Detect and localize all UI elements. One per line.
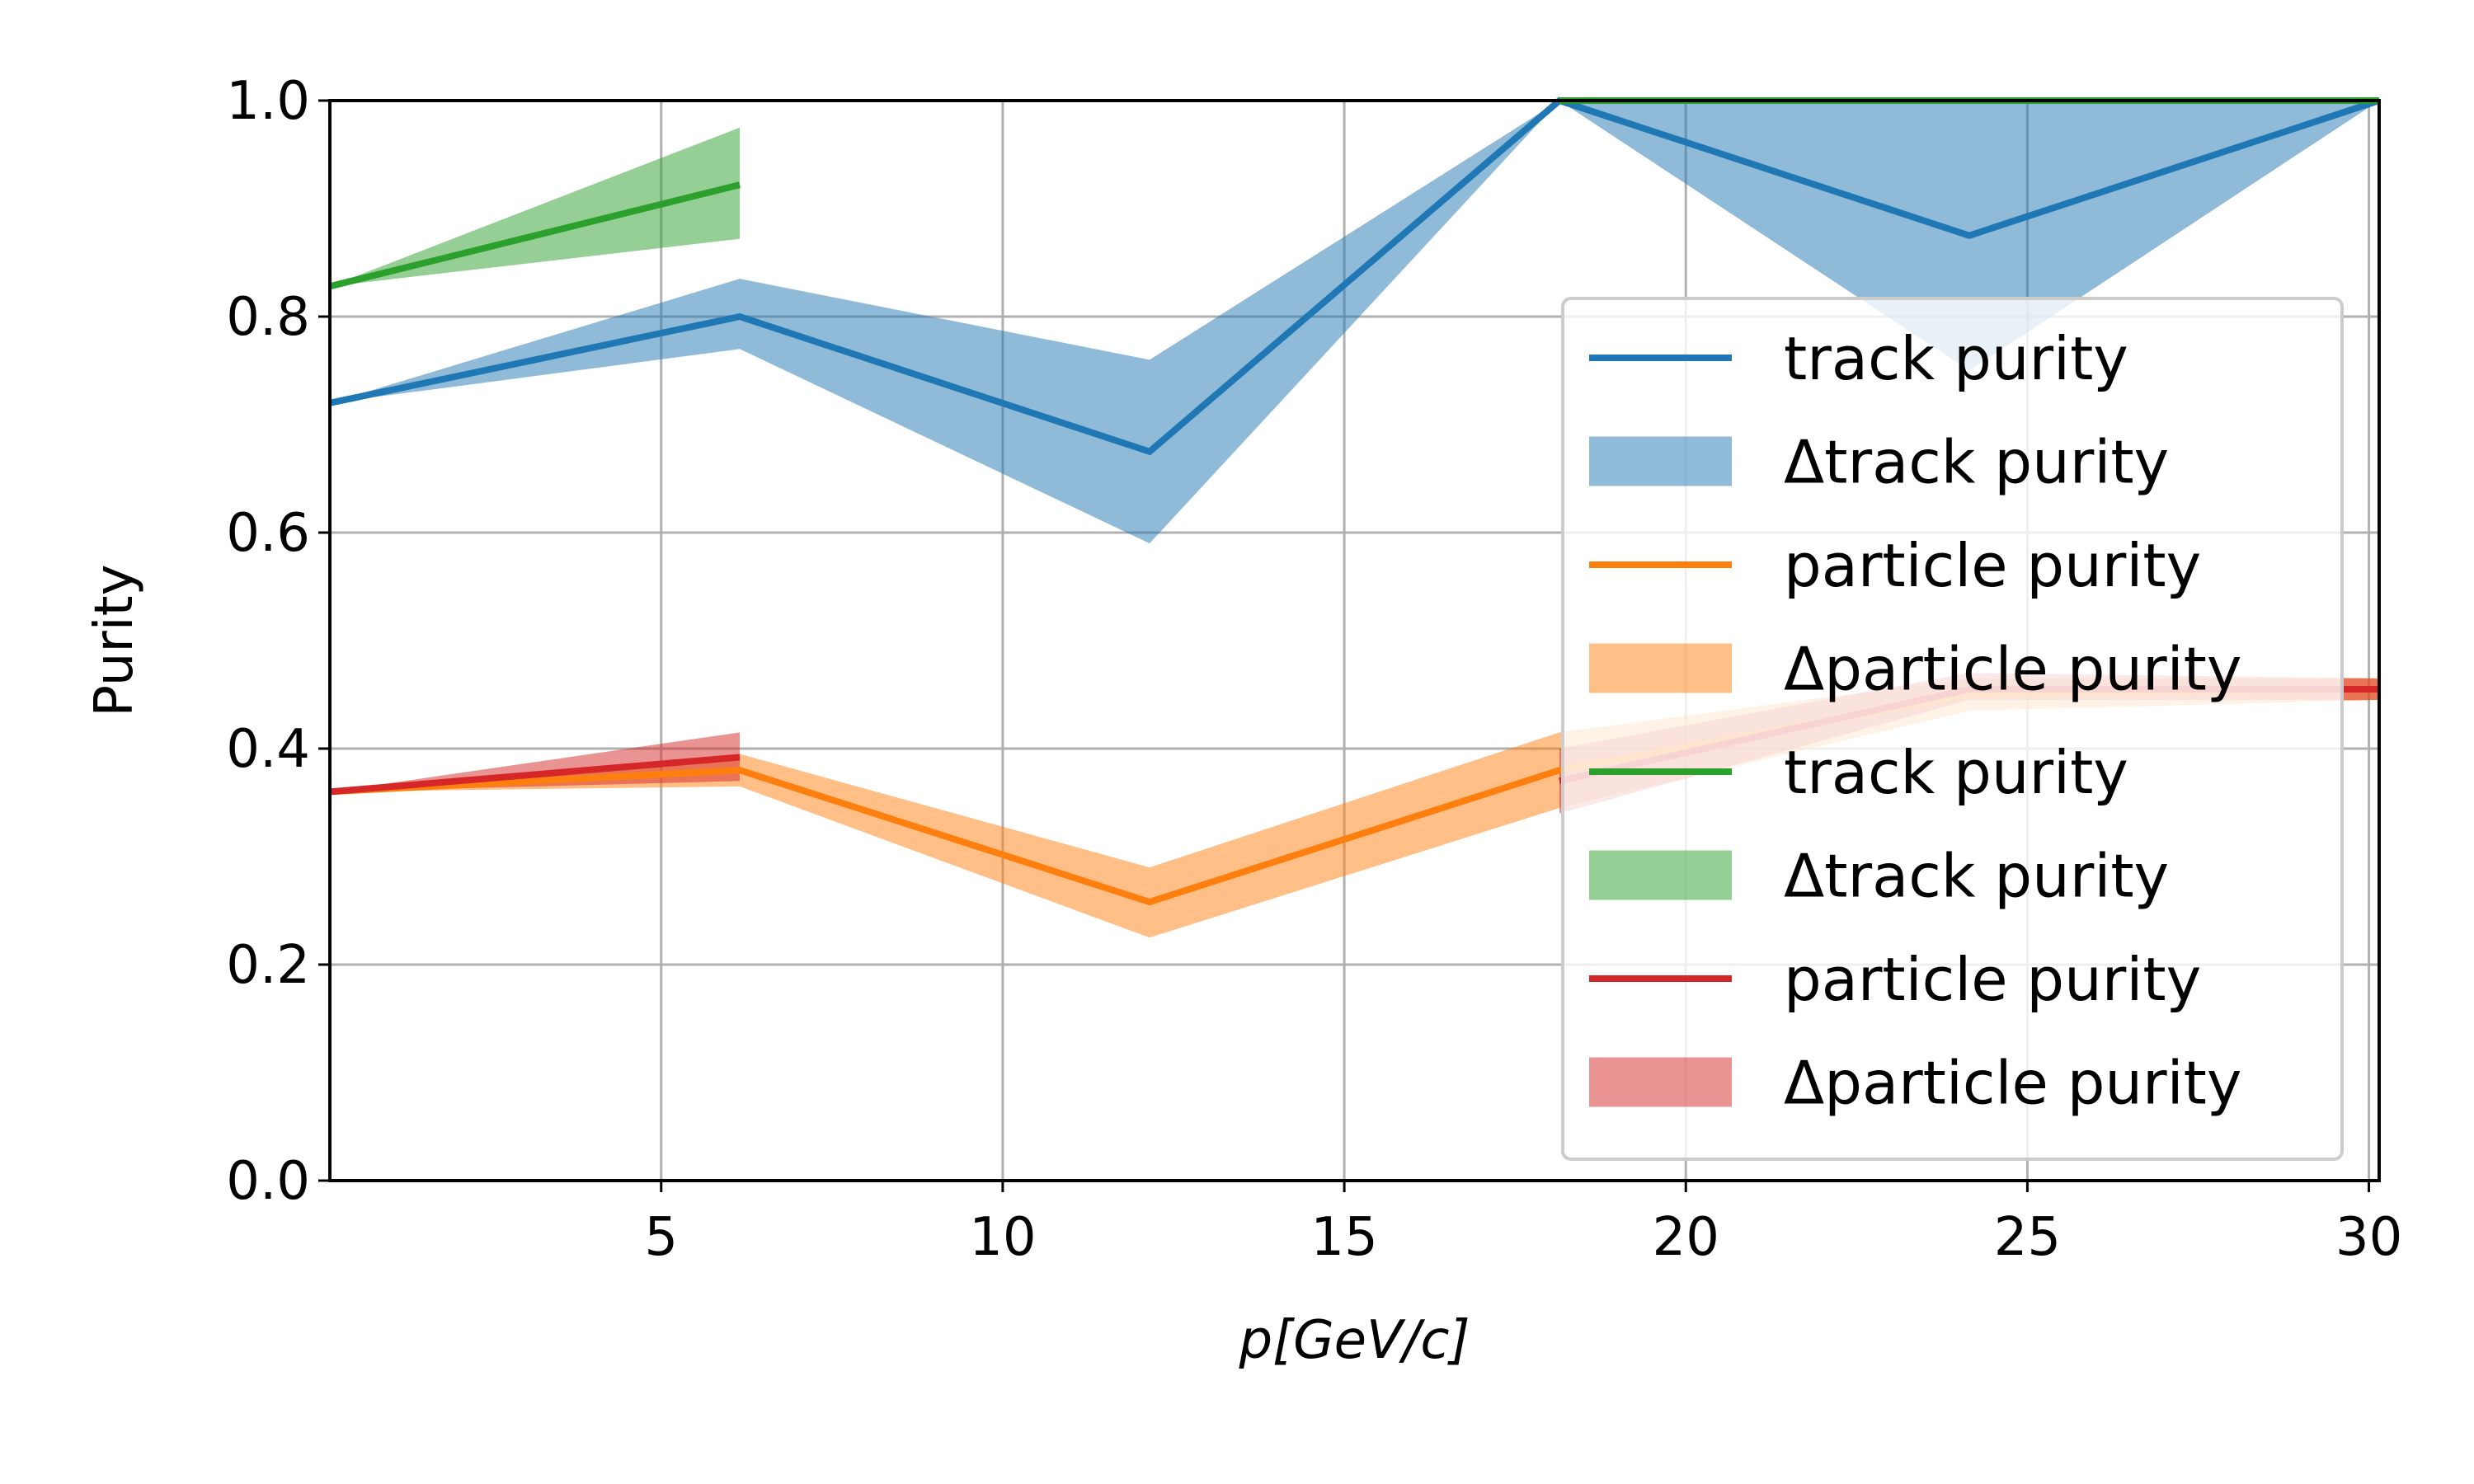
y-tick-label: 0.2: [226, 935, 310, 996]
legend-label: particle purity: [1784, 945, 2201, 1014]
y-axis-label: Purity: [84, 564, 145, 716]
y-tick-label: 1.0: [226, 71, 310, 132]
series-line-2: [329, 181, 741, 290]
x-tick-label: 15: [1310, 1207, 1377, 1268]
legend-label: particle purity: [1784, 531, 2201, 600]
legend-label: Δparticle purity: [1784, 635, 2241, 704]
legend-band-swatch: [1589, 436, 1732, 486]
series-line-3: [329, 754, 741, 796]
y-tick-label: 0.4: [226, 719, 310, 780]
legend-band-swatch: [1589, 1057, 1732, 1107]
axis-ticks: 5 10 15 20 25 30 0.0 0.2 0.4 0.6 0.8 1.0: [226, 71, 2402, 1268]
series-line-0: [329, 96, 2381, 456]
band-0: [330, 101, 2379, 544]
x-axis-label: p[GeV/c]: [1238, 1310, 1470, 1371]
legend-label: Δtrack purity: [1784, 428, 2169, 497]
x-tick-label: 30: [2335, 1207, 2402, 1268]
x-tick-label: 25: [1994, 1207, 2061, 1268]
legend-box: [1561, 297, 2344, 1161]
y-tick-label: 0.0: [226, 1151, 310, 1212]
legend-band-swatch: [1589, 643, 1732, 693]
y-tick-label: 0.6: [226, 503, 310, 564]
x-tick-label: 20: [1653, 1207, 1719, 1268]
legend-label: Δtrack purity: [1784, 842, 2169, 911]
legend: track purity Δtrack purity particle purity…: [1561, 297, 2344, 1161]
band-2: [330, 127, 740, 287]
x-tick-label: 10: [969, 1207, 1036, 1268]
band-1: [330, 678, 2379, 938]
legend-items: track purity Δtrack purity particle purity…: [1589, 324, 2241, 1118]
legend-label: track purity: [1784, 738, 2128, 807]
y-tick-label: 0.8: [226, 287, 310, 348]
x-tick-label: 5: [644, 1207, 678, 1268]
legend-label: Δparticle purity: [1784, 1049, 2241, 1118]
legend-label: track purity: [1784, 324, 2128, 393]
legend-band-swatch: [1589, 850, 1732, 900]
plot-area-frame: [328, 99, 2381, 1182]
